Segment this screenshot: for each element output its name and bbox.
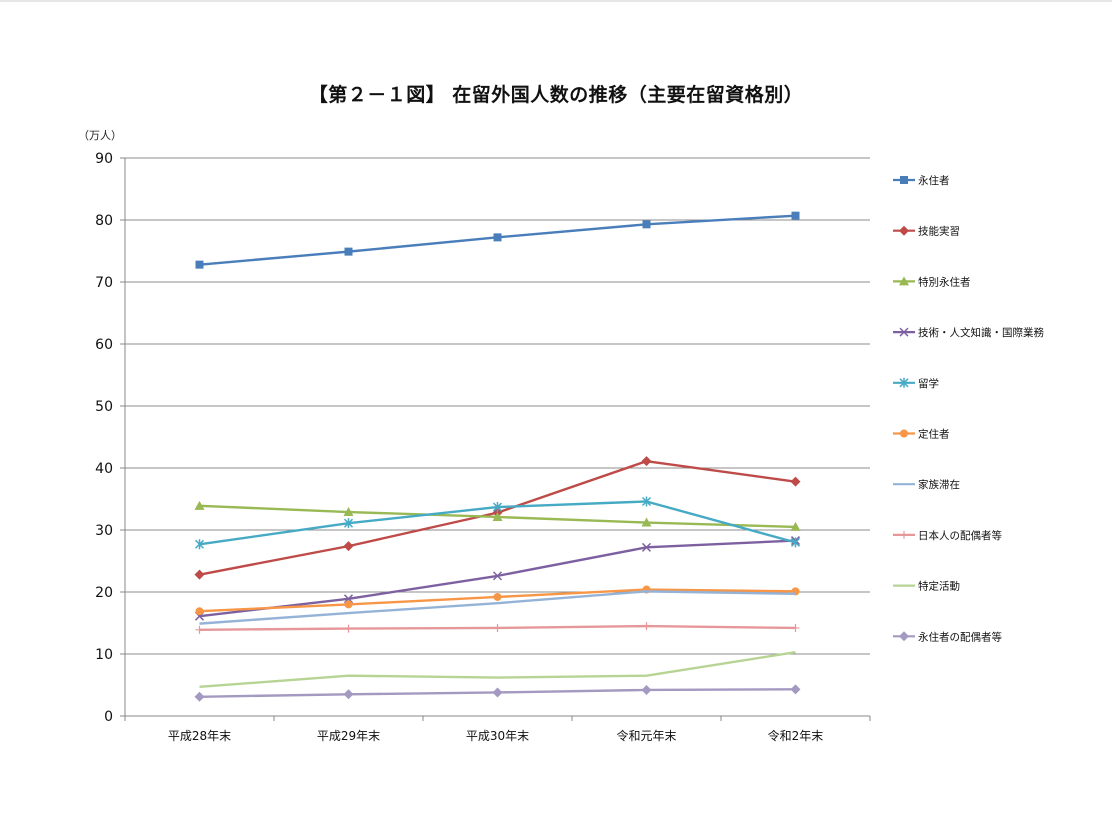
legend-label-9: 特定活動 [918, 580, 960, 593]
data-point-3-2 [343, 507, 354, 517]
y-tick-label: 40 [95, 461, 113, 477]
legend-label-4: 技術・人文知識・国際業務 [918, 326, 1044, 339]
data-point-4-3 [492, 571, 503, 581]
y-tick-label: 50 [95, 399, 113, 415]
data-point-8-4 [642, 622, 651, 631]
data-point-1-1 [195, 260, 204, 269]
data-point-8-3 [493, 623, 502, 632]
data-point-8-1 [195, 625, 204, 634]
data-point-1-5 [791, 211, 800, 220]
data-point-1-2 [344, 247, 353, 256]
legend-label-6: 定住者 [918, 428, 950, 441]
legend-label-7: 家族滞在 [918, 478, 960, 491]
legend-marker-2 [899, 225, 909, 236]
data-point-1-3 [493, 233, 502, 242]
y-axis-unit-label: （万人） [78, 129, 122, 142]
data-point-10-3 [492, 687, 503, 698]
x-tick-label: 令和2年末 [768, 728, 824, 743]
legend-marker-4 [899, 327, 909, 337]
x-tick-label: 平成30年末 [466, 729, 529, 743]
data-point-6-1 [195, 607, 204, 616]
y-tick-label: 90 [95, 151, 113, 167]
series-line-9 [199, 650, 796, 689]
legend-marker-3 [899, 276, 909, 286]
data-point-5-2 [343, 518, 354, 529]
data-point-3-1 [194, 500, 205, 510]
series-line-4 [199, 539, 796, 618]
y-tick-label: 70 [95, 275, 113, 291]
data-point-4-4 [641, 542, 652, 552]
y-tick-label: 0 [104, 709, 113, 725]
legend-label-3: 特別永住者 [918, 275, 971, 288]
legend-label-10: 永住者の配偶者等 [918, 630, 1002, 643]
data-point-5-3 [492, 502, 503, 513]
legend-marker-5 [899, 377, 909, 388]
legend-marker-1 [900, 176, 908, 184]
data-point-2-1 [194, 569, 205, 580]
legend-label-1: 永住者 [918, 174, 950, 187]
y-tick-label: 30 [95, 523, 113, 539]
chart-title: 【第２－１図】 在留外国人数の推移（主要在留資格別） [308, 84, 804, 106]
data-point-6-3 [493, 592, 502, 601]
data-point-5-1 [194, 539, 205, 550]
data-point-2-2 [343, 541, 354, 552]
legend-marker-8 [900, 530, 908, 539]
data-point-2-4 [641, 456, 652, 467]
data-point-1-4 [642, 220, 651, 229]
data-point-3-3 [492, 511, 503, 521]
data-point-3-5 [790, 521, 801, 531]
data-point-5-4 [641, 496, 652, 507]
data-point-10-2 [343, 689, 354, 700]
x-tick-label: 平成29年末 [317, 729, 380, 743]
x-tick-label: 平成28年末 [168, 729, 231, 743]
y-tick-label: 60 [95, 337, 113, 353]
legend-marker-10 [899, 631, 909, 642]
data-point-5-5 [790, 537, 801, 548]
legend-label-8: 日本人の配偶者等 [918, 529, 1002, 542]
legend-label-5: 留学 [918, 377, 939, 390]
y-tick-label: 20 [95, 585, 113, 601]
data-point-2-5 [790, 476, 801, 487]
data-point-10-4 [641, 684, 652, 695]
series-line-7 [199, 590, 796, 625]
data-point-8-2 [344, 624, 353, 633]
legend-marker-6 [900, 429, 908, 438]
x-tick-label: 令和元年末 [616, 728, 676, 743]
y-tick-label: 10 [95, 647, 113, 663]
legend-label-2: 技能実習 [918, 225, 960, 238]
data-point-3-4 [641, 517, 652, 527]
top-rule [0, 0, 1112, 2]
data-point-6-2 [344, 600, 353, 609]
data-point-10-1 [194, 691, 205, 702]
y-tick-label: 80 [95, 213, 113, 229]
data-point-10-5 [790, 684, 801, 695]
data-point-8-5 [791, 623, 800, 632]
